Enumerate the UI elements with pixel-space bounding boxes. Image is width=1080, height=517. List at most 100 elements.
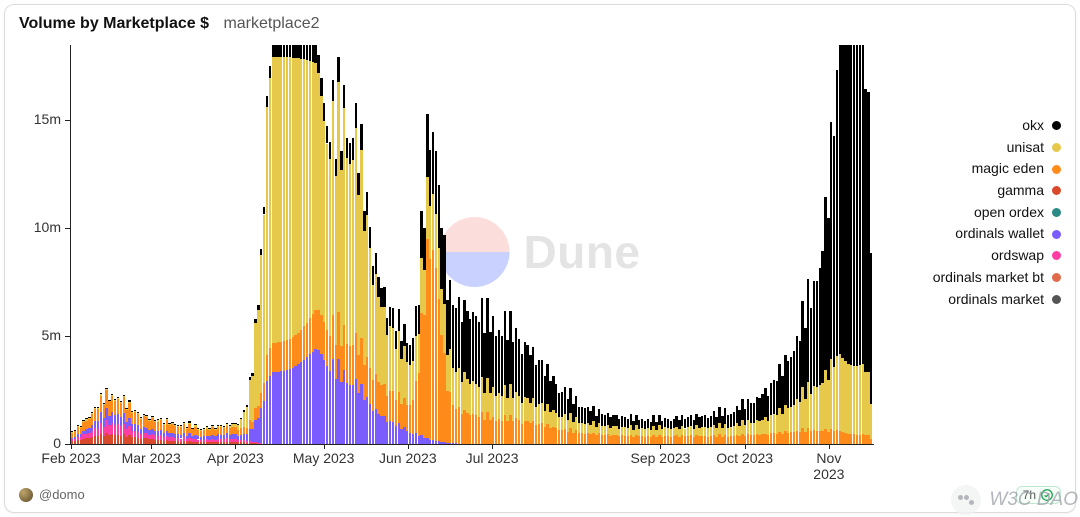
chart-subtitle: marketplace2: [223, 15, 319, 32]
legend-item-ordswap[interactable]: ordswap: [891, 245, 1061, 267]
bar-segment-okx: [137, 412, 139, 413]
legend-item-open_ordex[interactable]: open ordex: [891, 202, 1061, 224]
plot-area: Dune 05m10m15mFeb 2023Mar 2023Apr 2023Ma…: [19, 45, 1061, 472]
bar-segment-unisat: [211, 426, 213, 427]
legend-item-okx[interactable]: okx: [891, 115, 1061, 137]
bar-segment-okx: [317, 55, 319, 73]
bar-segment-okx: [160, 418, 162, 419]
legend: okxunisatmagic edengammaopen ordexordina…: [891, 115, 1061, 310]
legend-swatch-icon: [1052, 295, 1061, 304]
bar-segment-okx: [383, 287, 385, 307]
legend-swatch-icon: [1052, 230, 1061, 239]
legend-swatch-icon: [1052, 273, 1061, 282]
bar-segment-okx: [188, 421, 190, 422]
bar-segment-unisat: [145, 416, 147, 417]
legend-swatch-icon: [1052, 165, 1061, 174]
legend-label: ordswap: [991, 245, 1044, 267]
legend-label: gamma: [997, 180, 1044, 202]
x-tick-label: Sep 2023: [630, 450, 690, 466]
bar-segment-okx: [134, 410, 136, 411]
x-tick-label: Jul 2023: [466, 450, 519, 466]
bar-segment-unisat: [137, 413, 139, 414]
legend-label: okx: [1022, 115, 1044, 137]
legend-item-ordinals_market[interactable]: ordinals market: [891, 289, 1061, 311]
bar-segment-okx: [355, 103, 357, 129]
bar-segment-okx: [211, 425, 213, 426]
legend-item-magic_eden[interactable]: magic eden: [891, 158, 1061, 180]
y-tick-label: 0: [19, 435, 61, 451]
bar-segment-okx: [183, 422, 185, 423]
y-tick-label: 15m: [19, 111, 61, 127]
refresh-badge[interactable]: 7h: [1016, 486, 1061, 504]
bar-segment-unisat: [188, 423, 190, 424]
bar-segment-okx: [392, 308, 394, 328]
bar-segment-okx: [320, 78, 322, 96]
x-tick-label: Oct 2023: [716, 450, 773, 466]
check-clock-icon: [1040, 488, 1054, 502]
chart-canvas[interactable]: 05m10m15mFeb 2023Mar 2023Apr 2023May 202…: [19, 45, 881, 472]
bar-segment-unisat: [151, 417, 153, 418]
bar-segment-unisat: [100, 394, 102, 395]
legend-swatch-icon: [1052, 186, 1061, 195]
bar-segment-unisat: [105, 389, 107, 390]
bar-segment-okx: [123, 395, 125, 396]
legend-label: ordinals wallet: [955, 223, 1044, 245]
bar-segment-okx: [443, 235, 445, 304]
bars-container: [71, 45, 873, 444]
bar-segment-okx: [369, 227, 371, 248]
legend-label: magic eden: [972, 158, 1044, 180]
bar-segment-okx: [366, 192, 368, 215]
legend-item-ordinals_wallet[interactable]: ordinals wallet: [891, 223, 1061, 245]
chart-title-row: Volume by Marketplace $ marketplace2: [19, 15, 320, 33]
legend-item-unisat[interactable]: unisat: [891, 137, 1061, 159]
legend-swatch-icon: [1052, 121, 1061, 130]
bar-segment-unisat: [128, 402, 130, 403]
legend-item-ordinals_market_bt[interactable]: ordinals market bt: [891, 267, 1061, 289]
x-tick-label: Mar 2023: [122, 450, 181, 466]
attribution[interactable]: @domo: [19, 487, 85, 502]
x-axis: [70, 444, 874, 445]
x-tick-label: May 2023: [293, 450, 354, 466]
bar-segment-okx: [360, 124, 362, 150]
bar-segment-okx: [151, 416, 153, 417]
legend-swatch-icon: [1052, 143, 1061, 152]
bar-segment-unisat: [123, 396, 125, 397]
bar-segment-unisat: [111, 395, 113, 396]
legend-label: ordinals market bt: [933, 267, 1044, 289]
bar-segment-okx: [128, 400, 130, 401]
legend-swatch-icon: [1052, 208, 1061, 217]
bar-segment-okx: [870, 253, 872, 404]
bar-segment-unisat: [160, 419, 162, 420]
bar-segment-unisat: [870, 404, 872, 438]
bar-segment-okx: [105, 388, 107, 389]
legend-item-gamma[interactable]: gamma: [891, 180, 1061, 202]
y-axis: [70, 45, 71, 444]
legend-label: open ordex: [974, 202, 1044, 224]
bar-segment-unisat: [183, 423, 185, 424]
legend-label: ordinals market: [948, 289, 1044, 311]
bar-segment-okx: [117, 397, 119, 398]
bar-segment-okx: [226, 423, 228, 424]
bar-segment-unisat: [117, 398, 119, 399]
x-tick-label: Jun 2023: [379, 450, 437, 466]
bar-segment-okx: [375, 253, 377, 274]
refresh-age: 7h: [1023, 488, 1036, 502]
legend-swatch-icon: [1052, 251, 1061, 260]
bar-segment-okx: [323, 103, 325, 121]
bar-segment-okx: [332, 80, 334, 101]
chart-card: Volume by Marketplace $ marketplace2 Dun…: [4, 4, 1076, 513]
bar-segment-okx: [100, 393, 102, 394]
y-tick-label: 5m: [19, 327, 61, 343]
x-tick-label: Feb 2023: [41, 450, 100, 466]
bar-segment-okx: [337, 57, 339, 81]
bar-segment-okx: [171, 422, 173, 423]
bar-segment-okx: [194, 424, 196, 425]
legend-label: unisat: [1007, 137, 1044, 159]
chart-title: Volume by Marketplace $: [19, 15, 209, 32]
bar-segment-okx: [326, 126, 328, 143]
bar-segment-unisat: [194, 425, 196, 426]
attribution-handle: @domo: [39, 487, 85, 502]
x-tick-label: Nov 2023: [803, 450, 855, 482]
bar-segment-okx: [166, 418, 168, 419]
bar-segment-okx: [145, 415, 147, 416]
